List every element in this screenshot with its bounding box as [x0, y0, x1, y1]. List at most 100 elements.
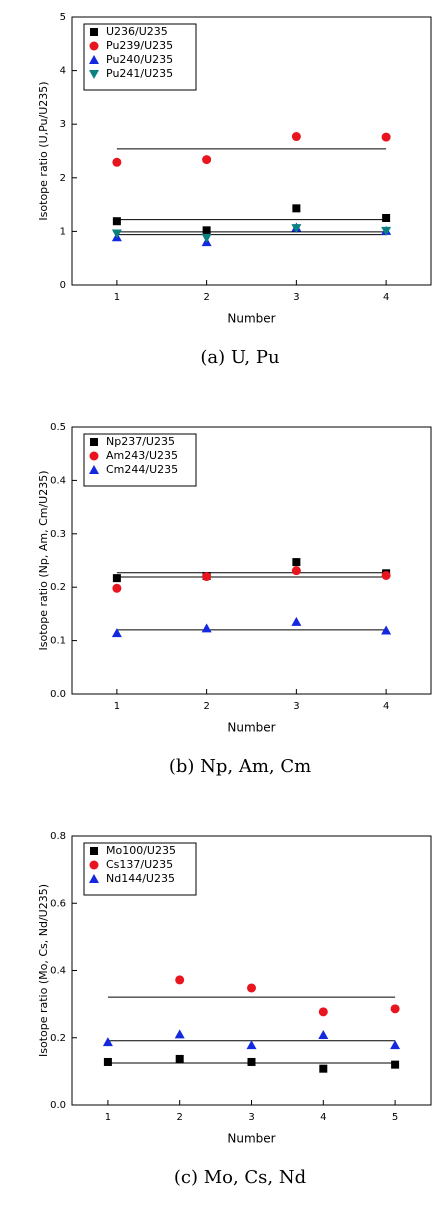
point [202, 226, 211, 235]
legend-label: Pu240/U235 [106, 53, 173, 66]
point [381, 226, 392, 236]
point [291, 616, 302, 626]
x-tick-label: 3 [248, 1112, 254, 1123]
x-axis-label: Number [227, 721, 275, 735]
x-tick-label: 4 [383, 701, 389, 712]
point [103, 1057, 112, 1066]
point [175, 1054, 184, 1063]
point [112, 583, 122, 593]
point [391, 1060, 400, 1069]
x-tick-label: 4 [383, 292, 389, 303]
point [318, 1030, 329, 1040]
legend-marker [89, 55, 99, 64]
point [390, 1040, 401, 1050]
y-tick-label: 0 [60, 280, 66, 291]
x-tick-label: 2 [203, 292, 209, 303]
legend-box [83, 433, 197, 487]
caption: (c) Mo, Cs, Nd [174, 1167, 306, 1188]
x-tick-label: 2 [203, 701, 209, 712]
x-tick-label: 3 [293, 292, 299, 303]
point [175, 975, 185, 985]
y-tick-label: 4 [60, 66, 66, 77]
point [292, 558, 301, 567]
point [382, 214, 391, 222]
legend-label: Np237/U235 [106, 435, 175, 448]
point [246, 1040, 257, 1050]
point [111, 628, 122, 638]
chart: 0 1 2 3 4 5 1 2 3 4 Number Isotope ratio (U,Pu/U235… [37, 12, 432, 368]
y-tick-label: 0.5 [50, 422, 66, 433]
point [202, 572, 212, 582]
point [291, 224, 302, 234]
legend-marker [89, 860, 99, 870]
x-tick-label: 1 [114, 292, 120, 303]
point [381, 570, 391, 580]
x-tick-label: 5 [392, 1112, 398, 1123]
y-tick-label: 0.4 [50, 475, 66, 486]
legend-label: Cm244/U235 [106, 463, 178, 476]
point [201, 623, 212, 633]
legend-box [83, 842, 197, 896]
y-tick-label: 0.2 [50, 1033, 66, 1044]
chart: 0.0 0.1 0.2 0.3 0.4 0.5 1 2 3 4 Number Isotope rati… [37, 422, 432, 777]
legend-marker [89, 41, 99, 51]
y-tick-label: 0.0 [50, 689, 66, 700]
x-tick-label: 1 [105, 1112, 111, 1123]
point [202, 155, 212, 165]
y-tick-label: 0.0 [50, 1100, 66, 1111]
y-axis-label: Isotope ratio (Mo, Cs, Nd/U235) [37, 884, 50, 1057]
point [381, 132, 391, 142]
y-tick-label: 0.4 [50, 966, 66, 977]
y-tick-label: 0.8 [50, 831, 66, 842]
point [292, 204, 301, 213]
x-axis-label: Number [227, 312, 275, 326]
x-tick-label: 4 [320, 1112, 326, 1123]
point [112, 574, 121, 583]
x-tick-label: 3 [293, 701, 299, 712]
y-tick-label: 0.3 [50, 529, 66, 540]
y-axis-label: Isotope ratio (U,Pu/U235) [37, 81, 50, 220]
legend-label: Pu239/U235 [106, 39, 173, 52]
x-tick-label: 2 [177, 1112, 183, 1123]
point [381, 625, 392, 635]
legend-label: Pu241/U235 [106, 67, 173, 80]
legend-label: Nd144/U235 [106, 872, 175, 885]
point [318, 1007, 328, 1017]
y-tick-label: 0.6 [50, 898, 66, 909]
point [390, 1004, 400, 1014]
legend-marker [89, 70, 99, 79]
legend-marker [90, 847, 98, 855]
legend-marker [89, 451, 99, 461]
legend-marker [89, 874, 99, 883]
y-tick-label: 0.1 [50, 636, 66, 647]
point [291, 132, 301, 142]
caption: (a) U, Pu [200, 347, 279, 368]
chart: 0.0 0.2 0.4 0.6 0.8 1 2 3 4 5 Number Isotope ratio … [37, 831, 432, 1188]
x-axis-label: Number [227, 1132, 275, 1146]
point [102, 1037, 113, 1047]
point [112, 217, 121, 226]
point [247, 1057, 256, 1066]
y-axis-label: Isotope ratio (Np, Am, Cm/U235) [37, 470, 50, 650]
legend-marker [89, 465, 99, 474]
y-tick-label: 1 [60, 226, 66, 237]
point [111, 229, 122, 239]
y-tick-label: 3 [60, 119, 66, 130]
legend-box [83, 23, 197, 91]
plot-frame [71, 16, 432, 286]
legend-label: Mo100/U235 [106, 844, 176, 857]
point [112, 157, 122, 167]
y-tick-label: 0.2 [50, 582, 66, 593]
point [319, 1064, 328, 1073]
legend-label: U236/U235 [106, 25, 168, 38]
y-tick-label: 5 [60, 12, 66, 23]
legend-label: Am243/U235 [106, 449, 178, 462]
point [247, 983, 256, 993]
point [201, 233, 212, 243]
y-tick-label: 2 [60, 173, 66, 184]
x-tick-label: 1 [114, 701, 120, 712]
caption: (b) Np, Am, Cm [169, 756, 311, 777]
legend-marker [90, 28, 98, 36]
legend-label: Cs137/U235 [106, 858, 173, 871]
